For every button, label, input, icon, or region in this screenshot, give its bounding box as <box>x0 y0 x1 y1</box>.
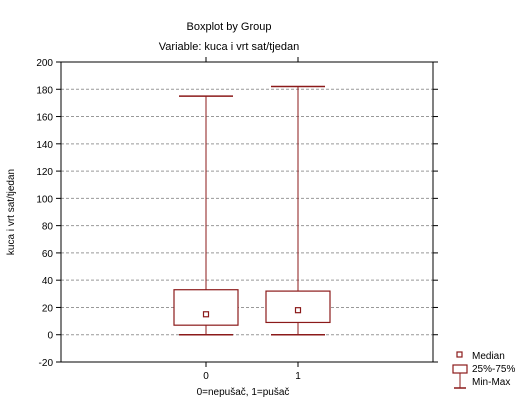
plot-frame <box>60 61 434 363</box>
y-tick-label: 80 <box>42 222 54 233</box>
legend-item-label: Min-Max <box>472 377 510 388</box>
chart-subtitle: Variable: kuca i vrt sat/tjedan <box>159 41 299 53</box>
iqr-box <box>173 289 239 326</box>
y-tick-label: 20 <box>42 303 54 314</box>
y-tick-label: 0 <box>47 331 53 342</box>
iqr-box <box>265 290 331 324</box>
y-tick-label: 140 <box>36 140 53 151</box>
median-marker <box>202 311 210 318</box>
y-tick-label: 60 <box>42 249 54 260</box>
y-tick-label: 180 <box>36 85 53 96</box>
y-tick-label: 40 <box>42 276 54 287</box>
y-tick-label: 160 <box>36 113 53 124</box>
x-axis-label: 0=nepušač, 1=pušač <box>197 387 290 398</box>
y-tick-label: 120 <box>36 167 53 178</box>
legend-median-swatch <box>456 351 463 358</box>
box-group-0 <box>173 95 239 336</box>
x-tick-label: 0 <box>203 371 209 382</box>
y-axis-label: kuca i vrt sat/tjedan <box>6 169 17 255</box>
legend-item-label: 25%-75% <box>472 364 515 375</box>
y-tick-label: -20 <box>39 358 54 369</box>
y-tick-label: 100 <box>36 194 53 205</box>
median-marker <box>294 307 302 314</box>
y-tick-label: 200 <box>36 58 53 69</box>
x-tick-label: 1 <box>295 371 301 382</box>
chart-title: Boxplot by Group <box>187 21 272 33</box>
legend-item-label: Median <box>472 351 505 362</box>
box-group-1 <box>265 85 331 336</box>
legend-box-swatch <box>452 364 468 374</box>
